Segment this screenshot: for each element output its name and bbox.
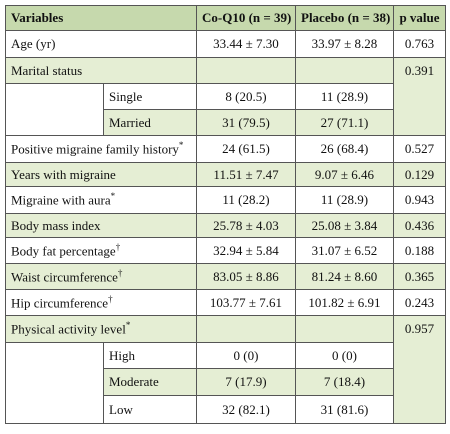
cell: 33.44 ± 7.30 <box>196 30 296 58</box>
header-cell: Variables <box>5 5 197 31</box>
cell: 31 (79.5) <box>196 109 296 136</box>
cell: 101.82 ± 6.91 <box>295 289 394 316</box>
cell: 0.129 <box>393 162 446 187</box>
label: Physical activity level* <box>5 315 197 343</box>
label-text: Waist circumference <box>11 269 118 285</box>
cell <box>5 342 104 424</box>
cell: 11 (28.2) <box>196 186 296 214</box>
footnote-mark: † <box>115 241 121 252</box>
label: Positive migraine family history* <box>5 135 197 163</box>
cell: 25.08 ± 3.84 <box>295 213 394 238</box>
cell: 11.51 ± 7.47 <box>196 162 296 187</box>
footnote-mark: * <box>125 320 131 331</box>
label: Marital status <box>5 57 197 84</box>
label: Body mass index <box>5 213 197 238</box>
cell: 0.188 <box>393 237 446 264</box>
label: Hip circumference† <box>5 289 197 316</box>
header-cell: Co-Q10 (n = 39) <box>196 5 296 31</box>
cell: 32.94 ± 5.84 <box>196 237 296 264</box>
label: Single <box>103 83 197 110</box>
label: Moderate <box>103 368 197 396</box>
cell <box>295 57 394 84</box>
label-text: Migraine with aura <box>11 192 111 208</box>
footnote-mark: † <box>108 293 113 304</box>
cell: 103.77 ± 7.61 <box>196 289 296 316</box>
footnote-mark: * <box>178 140 184 151</box>
cell: 8 (20.5) <box>196 83 296 110</box>
label-text: Physical activity level <box>11 321 126 337</box>
header-cell: p value <box>393 5 446 31</box>
label: Low <box>103 395 197 424</box>
cell: 24 (61.5) <box>196 135 296 163</box>
label-text: Hip circumference <box>11 295 109 311</box>
cell: 11 (28.9) <box>295 83 394 110</box>
cell: 7 (17.9) <box>196 368 296 396</box>
data-table: Variables Co-Q10 (n = 39) Placebo (n = 3… <box>5 5 446 424</box>
label: Body fat percentage† <box>5 237 197 264</box>
cell: 31.07 ± 6.52 <box>295 237 394 264</box>
cell: 0 (0) <box>196 342 296 369</box>
footnote-mark: † <box>117 267 123 278</box>
cell: 11 (28.9) <box>295 186 394 214</box>
cell <box>196 57 296 84</box>
label: High <box>103 342 197 369</box>
cell: 0 (0) <box>295 342 394 369</box>
cell: 0.365 <box>393 263 446 290</box>
header-row: Variables Co-Q10 (n = 39) Placebo (n = 3… <box>5 5 446 31</box>
cell: 27 (71.1) <box>295 109 394 136</box>
label-text: Body fat percentage <box>11 243 116 259</box>
label: Migraine with aura* <box>5 186 197 214</box>
cell: 25.78 ± 4.03 <box>196 213 296 238</box>
cell: 31 (81.6) <box>295 395 394 424</box>
cell: 81.24 ± 8.60 <box>295 263 394 290</box>
label: Age (yr) <box>5 30 197 58</box>
cell: 0.957 <box>393 315 446 424</box>
cell: 83.05 ± 8.86 <box>196 263 296 290</box>
cell <box>5 83 104 136</box>
label-text: Positive migraine family history <box>11 141 179 157</box>
cell <box>295 315 394 343</box>
footnote-mark: * <box>110 191 116 202</box>
cell: 32 (82.1) <box>196 395 296 424</box>
label: Waist circumference† <box>5 263 197 290</box>
header-cell: Placebo (n = 38) <box>295 5 394 31</box>
cell: 26 (68.4) <box>295 135 394 163</box>
cell: 33.97 ± 8.28 <box>295 30 394 58</box>
label: Married <box>103 109 197 136</box>
cell: 0.943 <box>393 186 446 214</box>
cell: 0.436 <box>393 213 446 238</box>
cell: 0.527 <box>393 135 446 163</box>
label: Years with migraine <box>5 162 197 187</box>
cell: 7 (18.4) <box>295 368 394 396</box>
cell: 0.763 <box>393 30 446 58</box>
cell <box>196 315 296 343</box>
cell: 9.07 ± 6.46 <box>295 162 394 187</box>
cell: 0.243 <box>393 289 446 316</box>
cell: 0.391 <box>393 57 446 136</box>
